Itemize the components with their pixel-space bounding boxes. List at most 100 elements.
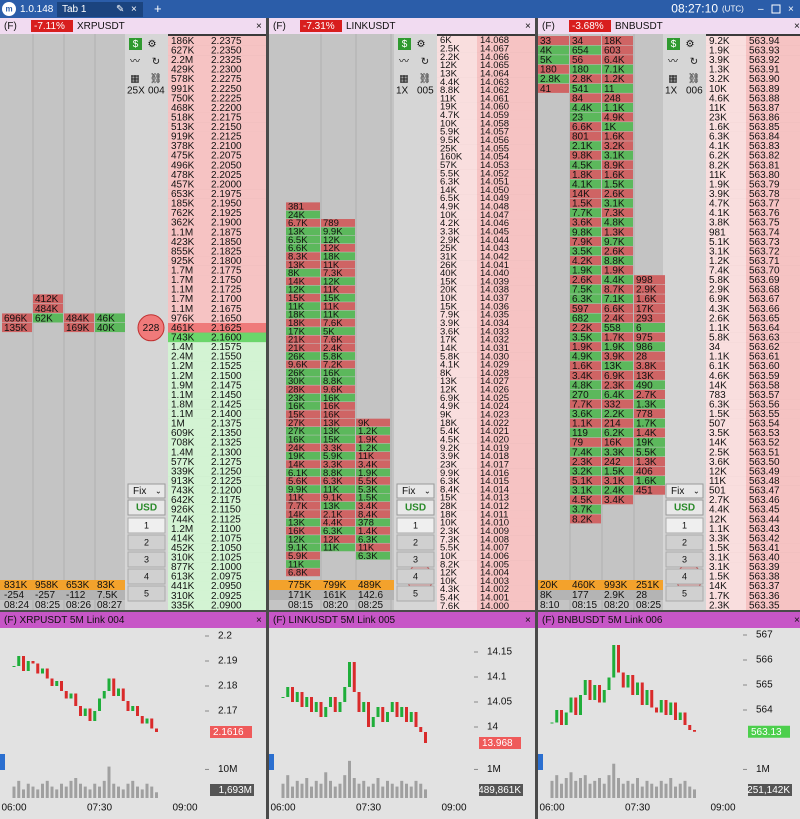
size-label[interactable]: 2 bbox=[144, 537, 149, 547]
ladder-price[interactable]: 563.48 bbox=[749, 476, 780, 487]
ladder-price[interactable]: 2.1100 bbox=[211, 524, 241, 535]
ladder-price[interactable]: 2.2250 bbox=[211, 84, 242, 95]
chart-side-handle[interactable] bbox=[269, 754, 274, 770]
ladder-price[interactable]: 2.1800 bbox=[211, 256, 242, 267]
size-button[interactable] bbox=[396, 568, 435, 585]
ladder-price[interactable]: 563.58 bbox=[749, 380, 780, 391]
ladder-price[interactable]: 2.1850 bbox=[211, 237, 242, 248]
size-label[interactable]: 5 bbox=[413, 588, 418, 598]
ladder-price[interactable]: 563.84 bbox=[749, 132, 780, 143]
ladder-price[interactable]: 14.002 bbox=[480, 584, 509, 595]
ladder-price[interactable]: 14.014 bbox=[480, 484, 509, 495]
ladder-price[interactable]: 14.028 bbox=[480, 368, 509, 379]
ladder-price[interactable]: 14.042 bbox=[480, 251, 509, 262]
ladder-price[interactable]: 563.90 bbox=[749, 74, 780, 85]
ladder-price[interactable]: 2.1325 bbox=[211, 438, 242, 449]
fix-select[interactable] bbox=[127, 483, 166, 499]
ladder-price[interactable]: 2.1575 bbox=[211, 342, 242, 353]
ladder-price[interactable]: 563.86 bbox=[749, 112, 780, 123]
ladder-price[interactable]: 563.59 bbox=[749, 371, 780, 382]
ladder-price[interactable]: 563.88 bbox=[749, 93, 780, 104]
ladder-price[interactable]: 2.1125 bbox=[211, 514, 241, 525]
ladder-price[interactable]: 2.1825 bbox=[211, 246, 242, 257]
ladder-price[interactable]: 14.035 bbox=[480, 310, 509, 321]
ladder-price[interactable]: 2.1075 bbox=[211, 533, 242, 544]
ladder-price[interactable]: 2.1300 bbox=[211, 447, 242, 458]
ladder-price[interactable]: 563.76 bbox=[749, 208, 780, 219]
fix-caret[interactable]: ⌄ bbox=[155, 487, 162, 496]
size-label[interactable]: 2 bbox=[413, 537, 418, 547]
ladder-price[interactable]: 563.83 bbox=[749, 141, 780, 152]
ladder-price[interactable]: 2.1950 bbox=[211, 199, 242, 210]
ladder-price[interactable]: 14.008 bbox=[480, 534, 509, 545]
ladder-price[interactable]: 563.93 bbox=[749, 45, 780, 56]
ladder-price[interactable]: 14.052 bbox=[480, 168, 509, 179]
size-label[interactable]: 3 bbox=[682, 554, 687, 564]
size-label[interactable]: 2 bbox=[682, 537, 687, 547]
usd-icon[interactable] bbox=[667, 38, 680, 50]
ladder-price[interactable]: 14.026 bbox=[480, 385, 509, 396]
tab[interactable] bbox=[57, 2, 143, 17]
ladder-price[interactable]: 2.1350 bbox=[211, 428, 242, 439]
tab-close-icon[interactable]: × bbox=[131, 4, 137, 15]
tool-icon[interactable]: ↻ bbox=[690, 57, 698, 68]
ladder-price[interactable]: 2.1200 bbox=[211, 486, 242, 497]
size-button[interactable] bbox=[127, 517, 166, 534]
ladder-price[interactable]: 563.36 bbox=[749, 591, 780, 602]
ladder-price[interactable]: 563.69 bbox=[749, 275, 780, 286]
ladder-price[interactable]: 2.0925 bbox=[211, 591, 242, 602]
ladder-price[interactable]: 563.94 bbox=[749, 36, 780, 47]
ladder-price[interactable]: 14.027 bbox=[480, 376, 509, 387]
tool-icon[interactable]: ⛓ bbox=[688, 73, 701, 85]
ladder-price[interactable]: 2.2050 bbox=[211, 160, 242, 171]
ladder-price[interactable]: 563.63 bbox=[749, 332, 780, 343]
size-button[interactable] bbox=[665, 517, 704, 534]
ladder-price[interactable]: 14.018 bbox=[480, 451, 509, 462]
ladder-price[interactable]: 563.41 bbox=[749, 543, 780, 554]
ladder-price[interactable]: 14.016 bbox=[480, 468, 509, 479]
size-label[interactable]: 4 bbox=[682, 571, 687, 581]
chart-close[interactable]: × bbox=[794, 615, 800, 626]
ladder-price[interactable]: 2.1375 bbox=[211, 419, 242, 430]
ladder-price[interactable]: 2.2075 bbox=[211, 151, 242, 162]
ladder-price[interactable]: 563.62 bbox=[749, 342, 780, 353]
ladder-price[interactable]: 14.024 bbox=[480, 401, 509, 412]
ladder-price[interactable]: 14.013 bbox=[480, 493, 509, 504]
ladder-price[interactable]: 14.010 bbox=[480, 518, 509, 529]
ladder-price[interactable]: 563.35 bbox=[749, 600, 780, 611]
ladder-price[interactable]: 563.52 bbox=[749, 438, 780, 449]
size-button[interactable] bbox=[665, 585, 704, 602]
ladder-price[interactable]: 14.033 bbox=[480, 326, 509, 337]
ladder-price[interactable]: 14.031 bbox=[480, 343, 509, 354]
ladder-price[interactable]: 14.029 bbox=[480, 360, 509, 371]
ladder-price[interactable]: 2.2200 bbox=[211, 103, 242, 114]
ladder-price[interactable]: 2.2300 bbox=[211, 65, 242, 76]
tool-icon[interactable]: ▦ bbox=[668, 74, 677, 85]
usd-icon[interactable] bbox=[129, 38, 142, 50]
ladder-price[interactable]: 14.015 bbox=[480, 476, 509, 487]
ladder-price[interactable]: 2.2125 bbox=[211, 132, 242, 143]
size-button[interactable] bbox=[665, 568, 704, 585]
ladder-price[interactable]: 14.004 bbox=[480, 568, 509, 579]
ladder-price[interactable]: 563.77 bbox=[749, 199, 780, 210]
ladder-price[interactable]: 14.019 bbox=[480, 443, 509, 454]
usd-icon[interactable] bbox=[398, 38, 411, 50]
size-button[interactable] bbox=[127, 585, 166, 602]
tool-icon[interactable]: 〰 bbox=[130, 57, 140, 68]
ladder-price[interactable]: 2.2375 bbox=[211, 36, 242, 47]
ladder-price[interactable]: 2.0900 bbox=[211, 600, 242, 611]
ladder-price[interactable]: 563.61 bbox=[749, 352, 780, 363]
size-label[interactable]: 1 bbox=[682, 520, 687, 530]
ladder-price[interactable]: 563.60 bbox=[749, 361, 780, 372]
ladder-price[interactable]: 14.009 bbox=[480, 526, 509, 537]
ladder-price[interactable]: 563.49 bbox=[749, 466, 780, 477]
currency-button[interactable] bbox=[127, 499, 166, 516]
ladder-price[interactable]: 563.45 bbox=[749, 505, 780, 516]
ladder-price[interactable]: 2.0950 bbox=[211, 581, 242, 592]
ladder-price[interactable]: 2.2275 bbox=[211, 74, 242, 85]
ladder-price[interactable]: 2.1600 bbox=[211, 332, 242, 343]
fix-select[interactable] bbox=[396, 483, 435, 499]
ladder-price[interactable]: 2.1175 bbox=[211, 495, 241, 506]
ladder-price[interactable]: 14.060 bbox=[480, 102, 509, 113]
size-button[interactable] bbox=[665, 551, 704, 568]
